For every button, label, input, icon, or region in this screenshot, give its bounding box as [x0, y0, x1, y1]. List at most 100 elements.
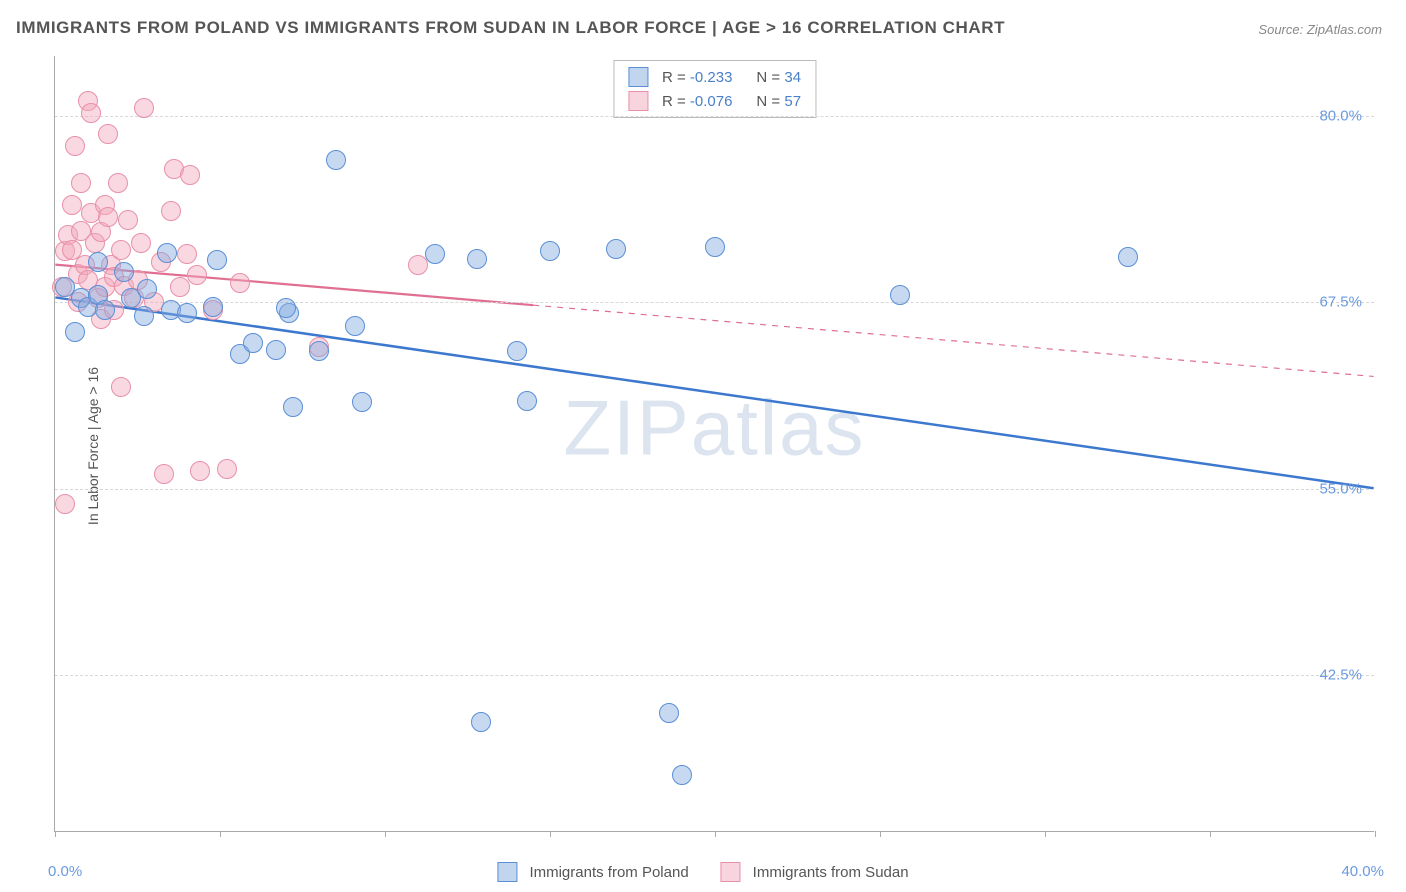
- legend-swatch: [721, 862, 741, 882]
- data-point: [137, 279, 157, 299]
- watermark: ZIPatlas: [563, 383, 865, 474]
- data-point: [98, 207, 118, 227]
- data-point: [187, 265, 207, 285]
- gridline: [55, 116, 1374, 117]
- x-axis-min-label: 0.0%: [48, 863, 82, 880]
- data-point: [134, 306, 154, 326]
- gridline: [55, 489, 1374, 490]
- data-point: [467, 249, 487, 269]
- source-attribution: Source: ZipAtlas.com: [1258, 22, 1382, 37]
- source-name: ZipAtlas.com: [1307, 22, 1382, 37]
- data-point: [266, 340, 286, 360]
- n-label: N = 34: [756, 69, 801, 86]
- gridline: [55, 675, 1374, 676]
- data-point: [98, 124, 118, 144]
- data-point: [352, 392, 372, 412]
- data-point: [111, 240, 131, 260]
- x-tick-mark: [1375, 831, 1376, 837]
- data-point: [283, 397, 303, 417]
- data-point: [309, 341, 329, 361]
- data-point: [276, 298, 296, 318]
- series-legend-label: Immigrants from Poland: [529, 864, 688, 881]
- data-point: [672, 765, 692, 785]
- x-tick-mark: [220, 831, 221, 837]
- y-tick-label: 80.0%: [1319, 107, 1362, 124]
- data-point: [71, 173, 91, 193]
- series-legend-item: Immigrants from Sudan: [721, 862, 909, 882]
- x-tick-mark: [1210, 831, 1211, 837]
- data-point: [95, 300, 115, 320]
- data-point: [217, 459, 237, 479]
- regression-lines-layer: [55, 56, 1374, 831]
- data-point: [81, 103, 101, 123]
- data-point: [345, 316, 365, 336]
- data-point: [705, 237, 725, 257]
- y-tick-label: 67.5%: [1319, 294, 1362, 311]
- data-point: [154, 464, 174, 484]
- data-point: [177, 244, 197, 264]
- data-point: [177, 303, 197, 323]
- series-legend-label: Immigrants from Sudan: [753, 864, 909, 881]
- data-point: [134, 98, 154, 118]
- watermark-light: atlas: [691, 384, 866, 472]
- data-point: [540, 241, 560, 261]
- legend-swatch: [628, 91, 648, 111]
- data-point: [180, 165, 200, 185]
- data-point: [471, 712, 491, 732]
- series-legend-item: Immigrants from Poland: [497, 862, 688, 882]
- data-point: [65, 136, 85, 156]
- data-point: [326, 150, 346, 170]
- data-point: [243, 333, 263, 353]
- correlation-legend: R = -0.233 N = 34 R = -0.076 N = 57: [613, 60, 816, 118]
- data-point: [65, 322, 85, 342]
- data-point: [62, 195, 82, 215]
- series-legend: Immigrants from Poland Immigrants from Su…: [497, 862, 908, 882]
- data-point: [606, 239, 626, 259]
- chart-container: IMMIGRANTS FROM POLAND VS IMMIGRANTS FRO…: [0, 0, 1406, 892]
- data-point: [207, 250, 227, 270]
- data-point: [108, 173, 128, 193]
- source-label: Source:: [1258, 22, 1303, 37]
- y-tick-label: 42.5%: [1319, 667, 1362, 684]
- data-point: [55, 494, 75, 514]
- data-point: [118, 210, 138, 230]
- n-value: 57: [784, 93, 801, 110]
- data-point: [131, 233, 151, 253]
- data-point: [507, 341, 527, 361]
- data-point: [111, 377, 131, 397]
- correlation-legend-row: R = -0.076 N = 57: [614, 89, 815, 113]
- x-tick-mark: [550, 831, 551, 837]
- data-point: [517, 391, 537, 411]
- data-point: [230, 273, 250, 293]
- legend-swatch: [497, 862, 517, 882]
- r-label: R = -0.233: [662, 69, 732, 86]
- regression-line-extrapolated: [533, 305, 1373, 376]
- data-point: [1118, 247, 1138, 267]
- x-tick-mark: [880, 831, 881, 837]
- watermark-bold: ZIP: [563, 384, 690, 472]
- x-tick-mark: [55, 831, 56, 837]
- data-point: [157, 243, 177, 263]
- regression-line: [55, 297, 1373, 488]
- x-tick-mark: [385, 831, 386, 837]
- data-point: [161, 201, 181, 221]
- legend-swatch: [628, 67, 648, 87]
- r-value: -0.233: [690, 69, 733, 86]
- data-point: [190, 461, 210, 481]
- x-tick-mark: [1045, 831, 1046, 837]
- gridline: [55, 302, 1374, 303]
- x-axis-max-label: 40.0%: [1341, 863, 1384, 880]
- y-tick-label: 55.0%: [1319, 480, 1362, 497]
- data-point: [114, 262, 134, 282]
- n-label: N = 57: [756, 93, 801, 110]
- data-point: [659, 703, 679, 723]
- data-point: [203, 297, 223, 317]
- data-point: [425, 244, 445, 264]
- r-label: R = -0.076: [662, 93, 732, 110]
- plot-area: ZIPatlas R = -0.233 N = 34 R = -0.076 N = 5…: [54, 56, 1374, 832]
- chart-title: IMMIGRANTS FROM POLAND VS IMMIGRANTS FRO…: [16, 18, 1005, 38]
- correlation-legend-row: R = -0.233 N = 34: [614, 65, 815, 89]
- n-value: 34: [784, 69, 801, 86]
- data-point: [88, 252, 108, 272]
- x-tick-mark: [715, 831, 716, 837]
